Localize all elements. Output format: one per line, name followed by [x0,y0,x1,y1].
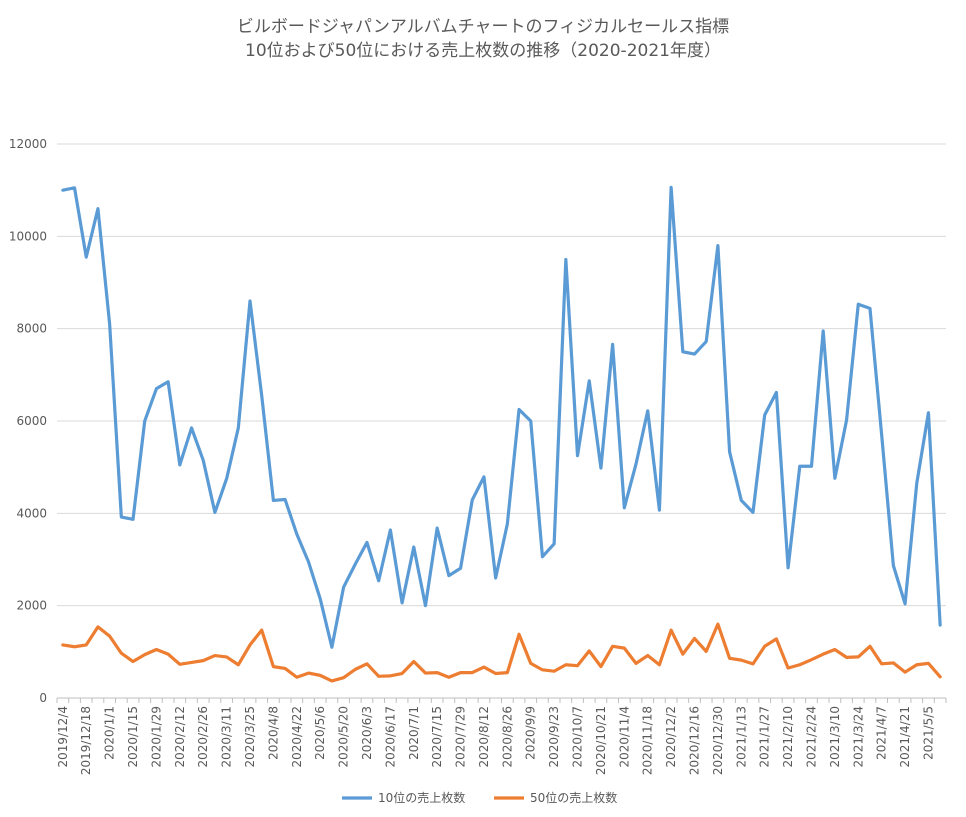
x-tick-label: 2020/11/18 [641,706,655,775]
chart-title: ビルボードジャパンアルバムチャートのフィジカルセールス指標 [236,17,730,37]
y-tick-label: 6000 [16,414,47,428]
x-tick-label: 2020/6/3 [360,706,374,760]
x-tick-label: 2021/5/5 [921,706,935,760]
x-tick-label: 2020/1/15 [126,706,140,768]
y-axis: 0 2000 4000 6000 8000 10000 12000 [9,137,47,705]
y-tick-label: 8000 [16,322,47,336]
x-tick-label: 2020/1/29 [149,706,163,768]
x-tick-label: 2020/2/12 [173,706,187,768]
x-tick-label: 2020/5/20 [337,706,351,768]
x-tick-label: 2020/4/22 [290,706,304,768]
legend-label: 50位の売上枚数 [530,790,617,805]
gridlines [57,143,946,607]
x-tick-label: 2020/12/2 [664,706,678,768]
legend-label: 10位の売上枚数 [378,790,465,805]
x-tick-label: 2020/7/29 [454,706,468,768]
x-tick-label: 2021/3/10 [828,706,842,768]
y-tick-label: 2000 [16,599,47,613]
y-tick-label: 0 [39,691,47,705]
y-tick-label: 12000 [9,137,47,151]
plot-area [61,185,942,683]
x-tick-label: 2021/1/13 [734,706,748,768]
x-tick-label: 2021/2/24 [804,706,818,768]
x-tick-label: 2020/8/26 [500,706,514,768]
x-tick-label: 2020/2/26 [196,706,210,768]
legend: 10位の売上枚数 50位の売上枚数 [342,790,617,805]
x-tick-label: 2020/7/1 [407,706,421,760]
y-tick-label: 4000 [16,506,47,520]
x-tick-label: 2021/1/27 [758,706,772,768]
x-tick-label: 2021/2/10 [781,706,795,768]
x-tick-label: 2020/12/30 [711,706,725,775]
series-line-rank50 [61,622,942,683]
x-axis: 2019/12/4 2019/12/18 2020/1/1 2020/1/15 2020… [56,697,947,775]
series-line-rank10 [61,185,942,649]
x-tick-label: 2020/4/8 [266,706,280,760]
x-tick-label: 2020/12/16 [688,706,702,775]
x-tick-label: 2020/7/15 [430,706,444,768]
x-tick-label: 2019/12/18 [79,706,93,775]
x-tick-label: 2020/1/1 [103,706,117,760]
x-tick-label: 2020/10/21 [594,706,608,775]
x-tick-label: 2020/6/17 [383,706,397,768]
x-tick-label: 2021/4/7 [875,706,889,760]
x-tick-label: 2020/3/11 [220,706,234,768]
x-tick-label: 2021/3/24 [851,706,865,768]
x-tick-label: 2020/11/4 [617,706,631,768]
chart-subtitle: 10位および50位における売上枚数の推移（2020-2021年度） [245,41,721,61]
x-tick-label: 2019/12/4 [56,706,70,768]
x-tick-label: 2020/10/7 [571,706,585,768]
x-tick-label: 2021/4/21 [898,706,912,768]
x-tick-label: 2020/5/6 [313,706,327,760]
x-tick-label: 2020/9/9 [524,706,538,760]
x-tick-label: 2020/8/12 [477,706,491,768]
x-tick-label: 2020/9/23 [547,706,561,768]
y-tick-label: 10000 [9,229,47,243]
x-tick-label: 2020/3/25 [243,706,257,768]
